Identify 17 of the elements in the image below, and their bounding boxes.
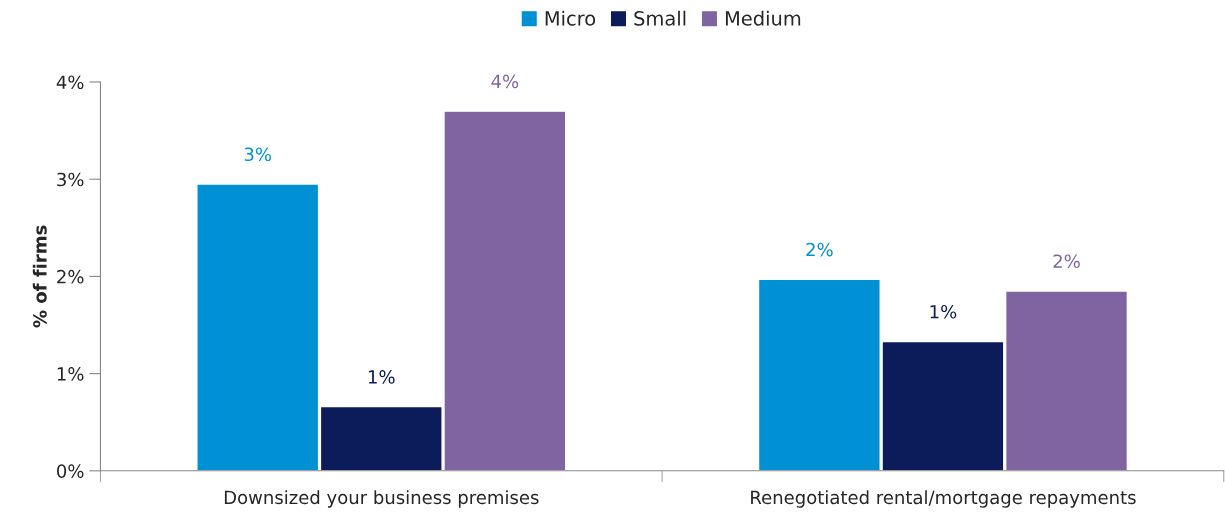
y-tick-label: 4% — [56, 75, 84, 90]
y-tick-label: 2% — [57, 269, 84, 284]
data-label: 2% — [1053, 254, 1080, 269]
data-label: 1% — [930, 304, 957, 319]
data-label: 4% — [491, 74, 519, 89]
x-tick-label: Renegotiated rental/mortgage repayments — [751, 490, 1136, 508]
legend-label: Micro — [545, 10, 596, 26]
y-tick-label: 1% — [57, 367, 84, 381]
x-tick-label: Downsized your business premises — [224, 490, 539, 508]
data-label: 1% — [368, 370, 395, 384]
legend-label: Small — [634, 10, 686, 26]
y-tick-label: 3% — [57, 172, 84, 187]
legend-label: Medium — [725, 10, 801, 26]
y-tick-label: 0% — [57, 464, 84, 478]
y-axis-title: % of firms — [32, 225, 47, 328]
data-label: 2% — [806, 242, 833, 257]
data-label: 3% — [244, 147, 272, 162]
